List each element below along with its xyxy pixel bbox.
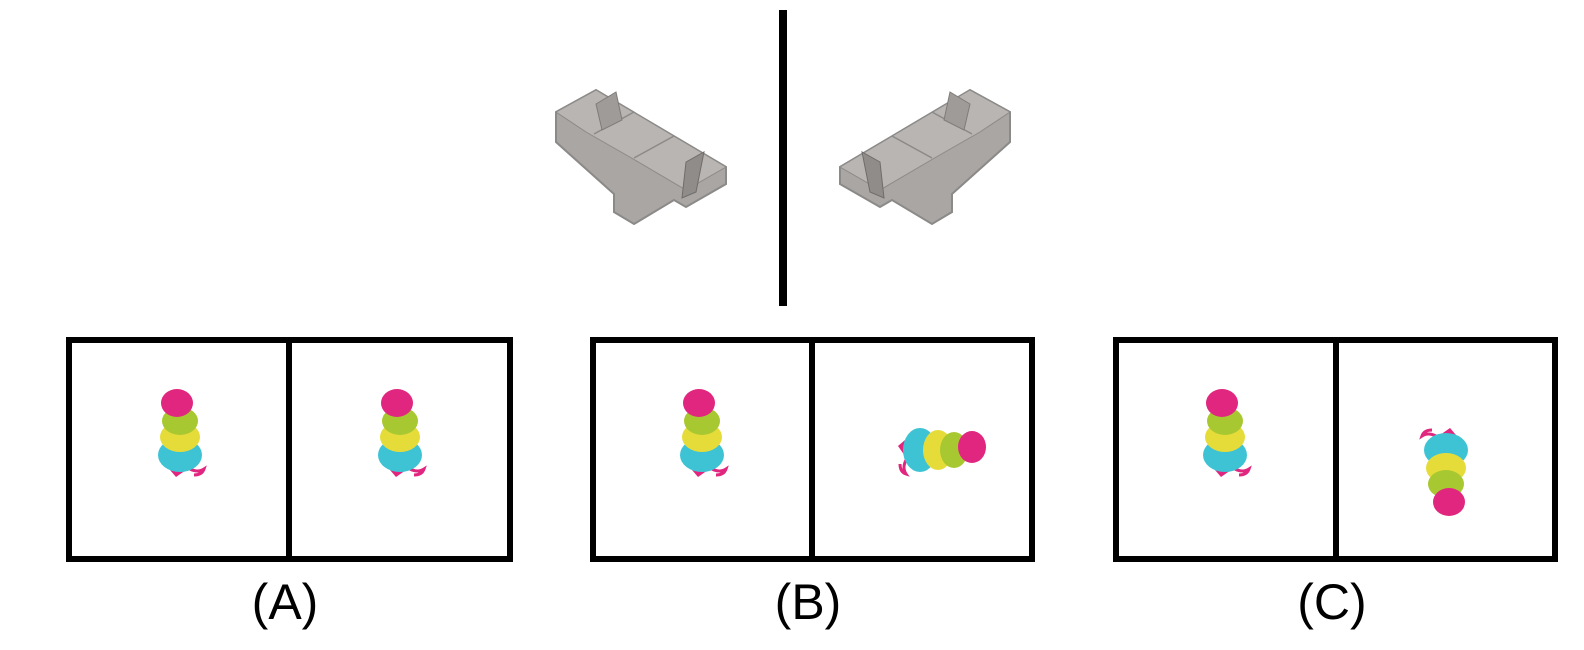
option-a-label: (A) [251,574,319,630]
option-b-right-figure-icon [896,426,988,476]
option-b-panel [590,337,1035,562]
option-b-left-figure-icon [678,387,728,479]
option-c-label: (C) [1297,574,1367,630]
reference-right-sofa [839,89,1011,225]
option-a-left-figure-icon [156,387,206,479]
option-c-right-figure-icon [1420,426,1470,518]
option-a-panel [66,337,513,562]
reference-left-sofa [555,89,727,225]
option-c-panel [1113,337,1558,562]
option-a-right-figure-icon [376,387,426,479]
option-b-label: (B) [774,574,842,630]
option-c-left-figure-icon [1201,387,1251,479]
